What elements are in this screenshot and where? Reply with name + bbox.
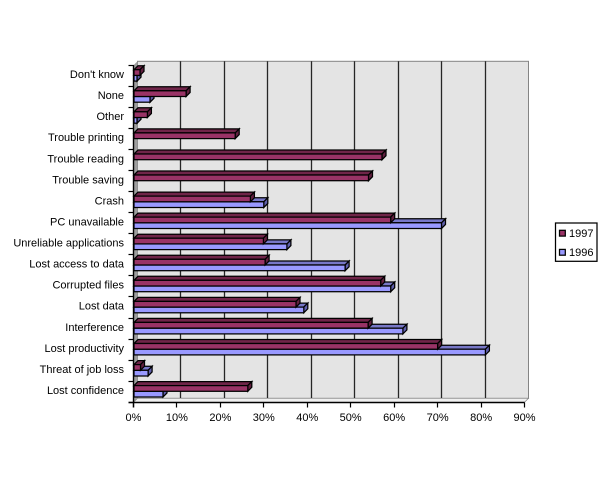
svg-text:30%: 30%: [253, 412, 275, 424]
svg-text:Trouble reading: Trouble reading: [47, 153, 124, 165]
svg-text:1997: 1997: [569, 228, 593, 240]
svg-text:50%: 50%: [340, 412, 362, 424]
svg-text:70%: 70%: [427, 412, 449, 424]
svg-text:Unreliable applications: Unreliable applications: [13, 238, 124, 250]
svg-text:1996: 1996: [569, 247, 593, 259]
svg-text:90%: 90%: [513, 412, 535, 424]
svg-text:None: None: [98, 90, 124, 102]
svg-text:Interference: Interference: [65, 322, 124, 334]
svg-text:Crash: Crash: [95, 195, 124, 207]
svg-text:PC unavailable: PC unavailable: [50, 217, 124, 229]
svg-text:Trouble saving: Trouble saving: [52, 174, 124, 186]
svg-text:Lost productivity: Lost productivity: [45, 343, 125, 355]
svg-text:Lost data: Lost data: [79, 301, 125, 313]
svg-text:Lost confidence: Lost confidence: [47, 385, 124, 397]
svg-text:60%: 60%: [383, 412, 405, 424]
svg-text:Lost access to data: Lost access to data: [29, 259, 125, 271]
svg-text:10%: 10%: [166, 412, 188, 424]
svg-text:20%: 20%: [209, 412, 231, 424]
svg-text:80%: 80%: [470, 412, 492, 424]
svg-text:Other: Other: [96, 111, 124, 123]
svg-text:Trouble printing: Trouble printing: [48, 132, 124, 144]
svg-text:Corrupted files: Corrupted files: [52, 280, 124, 292]
svg-text:40%: 40%: [296, 412, 318, 424]
svg-text:Don't know: Don't know: [70, 69, 124, 81]
svg-text:0%: 0%: [126, 412, 142, 424]
svg-text:Threat of job loss: Threat of job loss: [40, 364, 125, 376]
